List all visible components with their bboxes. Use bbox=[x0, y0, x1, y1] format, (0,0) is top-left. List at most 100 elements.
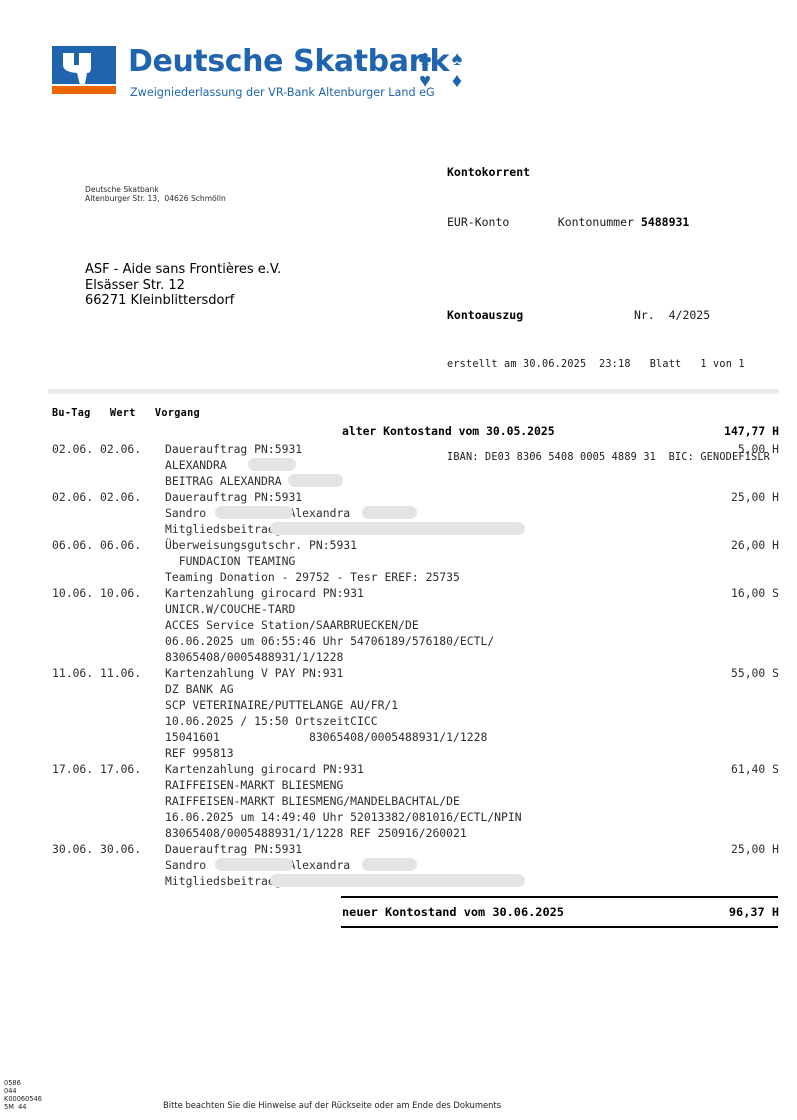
transaction-description: Überweisungsgutschr. PN:5931 bbox=[165, 538, 358, 552]
transaction-detail-line: Sandro Alexandra bbox=[52, 505, 779, 521]
transaction-dates: 30.06. 30.06. bbox=[52, 842, 142, 856]
account-type-title: Kontokorrent bbox=[447, 165, 531, 179]
bank-subtitle: Zweigniederlassung der VR-Bank Altenburg… bbox=[130, 86, 435, 99]
transaction-list: alter Kontostand vom 30.05.2025 147,77 H 0… bbox=[52, 423, 779, 889]
transaction-description: Kartenzahlung V PAY PN:931 bbox=[165, 666, 344, 680]
statement-no-label: Nr. bbox=[633, 308, 655, 322]
transaction-detail-text: 06.06.2025 um 06:55:46 Uhr 54706189/5761… bbox=[165, 634, 495, 648]
transaction-detail-line: DZ BANK AG bbox=[52, 681, 779, 697]
table-row: 30.06. 30.06. Dauerauftrag PN:5931 25,00 H bbox=[52, 841, 779, 857]
closing-balance-row: neuer Kontostand vom 30.06.2025 96,37 H bbox=[52, 905, 779, 921]
footer-form-codes: 0586 044 K00060546 5M 44 bbox=[4, 1079, 42, 1111]
transaction-detail-line: REF 995813 bbox=[52, 745, 779, 761]
transaction-detail-line: FUNDACION TEAMING bbox=[52, 553, 779, 569]
statement-no-value: 4/2025 bbox=[668, 308, 711, 322]
transaction-description: Dauerauftrag PN:5931 bbox=[165, 442, 303, 456]
transaction-dates: 02.06. 02.06. bbox=[52, 442, 142, 456]
transaction-description: Dauerauftrag PN:5931 bbox=[165, 490, 303, 504]
transaction-amount: 25,00 H bbox=[730, 490, 779, 504]
redaction-blob bbox=[288, 474, 343, 487]
transaction-dates: 11.06. 11.06. bbox=[52, 666, 142, 680]
transaction-description: Dauerauftrag PN:5931 bbox=[165, 842, 303, 856]
created-row: erstellt am 30.06.2025 23:18 Blatt 1 von… bbox=[447, 357, 787, 374]
transaction-detail-text: 83065408/0005488931/1/1228 REF 250916/26… bbox=[165, 826, 467, 840]
currency-label: EUR-Konto bbox=[447, 214, 510, 229]
transaction-dates: 10.06. 10.06. bbox=[52, 586, 142, 600]
transaction-detail-text: Sandro Alexandra bbox=[165, 506, 351, 520]
statement-title: Kontoauszug bbox=[447, 308, 524, 322]
bank-logo: Deutsche Skatbank Zweigniederlassung der… bbox=[52, 44, 482, 104]
transaction-detail-text: SCP VETERINAIRE/PUTTELANGE AU/FR/1 bbox=[165, 698, 399, 712]
transaction-detail-line: 06.06.2025 um 06:55:46 Uhr 54706189/5761… bbox=[52, 633, 779, 649]
transaction-detail-text: UNICR.W/COUCHE-TARD bbox=[165, 602, 296, 616]
account-number-value: 5488931 bbox=[640, 214, 690, 229]
transaction-detail-line: 15041601 83065408/0005488931/1/1228 bbox=[52, 729, 779, 745]
transaction-detail-line: ACCES Service Station/SAARBRUECKEN/DE bbox=[52, 617, 779, 633]
transaction-detail-text: RAIFFEISEN-MARKT BLIESMENG/MANDELBACHTAL… bbox=[165, 794, 460, 808]
closing-balance-label: neuer Kontostand vom 30.06.2025 bbox=[342, 905, 564, 919]
iban-bic-line: IBAN: DE03 8306 5408 0005 4889 31 BIC: G… bbox=[447, 452, 771, 463]
statement-title-row: Kontoauszug Nr. 4/2025 bbox=[447, 307, 787, 324]
account-summary-row: EUR-Konto Kontonummer 5488931 bbox=[447, 214, 787, 231]
bank-name: Deutsche Skatbank bbox=[128, 44, 450, 79]
transaction-detail-text: Sandro Alexandra bbox=[165, 858, 351, 872]
transaction-detail-text: ALEXANDRA bbox=[165, 458, 227, 472]
table-row: 02.06. 02.06. Dauerauftrag PN:5931 25,00 H bbox=[52, 489, 779, 505]
opening-balance-label: alter Kontostand vom 30.05.2025 bbox=[342, 424, 555, 438]
sheet-value: 1 von 1 bbox=[700, 358, 745, 370]
logo-v-glyph bbox=[63, 53, 91, 89]
transaction-amount: 25,00 H bbox=[730, 842, 779, 856]
transaction-detail-line: BEITRAG ALEXANDRA bbox=[52, 473, 779, 489]
spade-icon: ♠ bbox=[451, 48, 463, 70]
opening-balance-amount: 147,77 H bbox=[724, 424, 779, 438]
redaction-blob bbox=[270, 522, 525, 535]
table-row: 10.06. 10.06. Kartenzahlung girocard PN:9… bbox=[52, 585, 779, 601]
table-row: 02.06. 02.06. Dauerauftrag PN:5931 5,00 H bbox=[52, 441, 779, 457]
transaction-detail-text: DZ BANK AG bbox=[165, 682, 234, 696]
footer-notice: Bitte beachten Sie die Hinweise auf der … bbox=[163, 1100, 502, 1110]
account-number-label: Kontonummer bbox=[557, 214, 634, 229]
closing-balance-amount: 96,37 H bbox=[728, 905, 779, 919]
redaction-blob bbox=[215, 506, 293, 519]
transaction-detail-line: RAIFFEISEN-MARKT BLIESMENG bbox=[52, 777, 779, 793]
transaction-detail-text: RAIFFEISEN-MARKT BLIESMENG bbox=[165, 778, 344, 792]
statement-meta: Kontokorrent EUR-Konto Kontonummer 54889… bbox=[447, 131, 787, 500]
vr-bank-logo-icon bbox=[52, 46, 116, 94]
heart-icon: ♥ bbox=[419, 70, 431, 92]
sender-address: Deutsche Skatbank Altenburger Str. 13, 0… bbox=[85, 185, 226, 204]
transaction-detail-line: Sandro Alexandra bbox=[52, 857, 779, 873]
transaction-detail-line: 10.06.2025 / 15:50 OrtszeitCICC bbox=[52, 713, 779, 729]
opening-balance-row: alter Kontostand vom 30.05.2025 147,77 H bbox=[52, 423, 779, 441]
transaction-detail-line: RAIFFEISEN-MARKT BLIESMENG/MANDELBACHTAL… bbox=[52, 793, 779, 809]
transaction-detail-text: FUNDACION TEAMING bbox=[165, 554, 296, 568]
created-text: erstellt am 30.06.2025 23:18 bbox=[447, 358, 631, 370]
transaction-amount: 16,00 S bbox=[730, 586, 779, 600]
transaction-detail-line: 16.06.2025 um 14:49:40 Uhr 52013382/0810… bbox=[52, 809, 779, 825]
transaction-detail-line: Teaming Donation - 29752 - Tesr EREF: 25… bbox=[52, 569, 779, 585]
transaction-amount: 55,00 S bbox=[730, 666, 779, 680]
transaction-amount: 61,40 S bbox=[730, 762, 779, 776]
club-icon: ♣ bbox=[418, 48, 432, 70]
recipient-address: ASF - Aide sans Frontières e.V. Elsässer… bbox=[85, 262, 282, 309]
transaction-dates: 02.06. 02.06. bbox=[52, 490, 142, 504]
transaction-detail-text: Teaming Donation - 29752 - Tesr EREF: 25… bbox=[165, 570, 460, 584]
redaction-blob bbox=[270, 874, 525, 887]
transaction-detail-text: 16.06.2025 um 14:49:40 Uhr 52013382/0810… bbox=[165, 810, 522, 824]
transaction-detail-text: Mitgliedsbeitraege bbox=[165, 874, 289, 888]
transaction-amount: 5,00 H bbox=[737, 442, 779, 456]
table-row: 06.06. 06.06. Überweisungsgutschr. PN:593… bbox=[52, 537, 779, 553]
redaction-blob bbox=[215, 858, 293, 871]
transaction-dates: 06.06. 06.06. bbox=[52, 538, 142, 552]
redaction-blob bbox=[248, 458, 296, 471]
summary-rule-top bbox=[341, 896, 778, 898]
card-suits-emblem: ♣ ♠ ♥ ♦ bbox=[412, 48, 474, 92]
transaction-detail-text: REF 995813 bbox=[165, 746, 234, 760]
transaction-detail-line: Mitgliedsbeitraege bbox=[52, 521, 779, 537]
transaction-detail-line: ALEXANDRA bbox=[52, 457, 779, 473]
diamond-icon: ♦ bbox=[451, 70, 463, 92]
transaction-detail-text: Mitgliedsbeitraege bbox=[165, 522, 289, 536]
redaction-blob bbox=[362, 858, 417, 871]
table-column-headers: Bu-Tag Wert Vorgang bbox=[52, 408, 200, 419]
logo-orange-bar bbox=[52, 86, 116, 94]
